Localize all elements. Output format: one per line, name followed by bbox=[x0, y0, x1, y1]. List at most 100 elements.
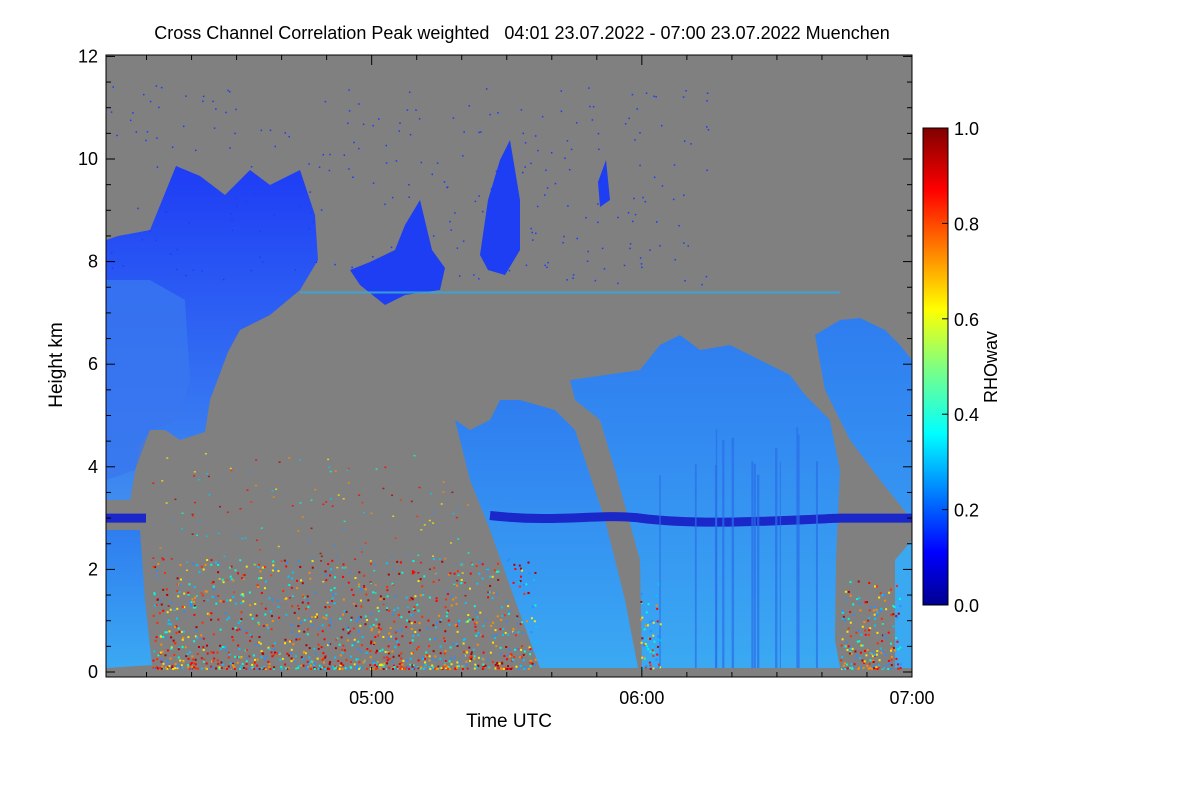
speckle-pixel bbox=[435, 621, 438, 624]
speckle-pixel bbox=[645, 665, 648, 668]
speckle-pixel bbox=[169, 608, 172, 611]
speckle-pixel bbox=[164, 571, 167, 574]
speckle-pixel bbox=[883, 593, 886, 596]
speckle-pixel bbox=[359, 624, 362, 627]
noise-pixel bbox=[409, 258, 411, 260]
speckle-pixel bbox=[219, 505, 222, 508]
speckle-pixel bbox=[649, 667, 652, 670]
speckle-pixel bbox=[230, 578, 233, 580]
speckle-pixel bbox=[358, 661, 361, 664]
noise-pixel bbox=[603, 169, 606, 172]
speckle-pixel bbox=[201, 594, 204, 597]
speckle-pixel bbox=[310, 660, 313, 663]
speckle-pixel bbox=[484, 664, 487, 667]
speckle-pixel bbox=[270, 615, 273, 618]
noise-pixel bbox=[485, 88, 488, 90]
speckle-pixel bbox=[420, 561, 423, 564]
speckle-pixel bbox=[896, 640, 899, 643]
speckle-pixel bbox=[370, 582, 373, 585]
speckle-pixel bbox=[160, 643, 163, 646]
speckle-pixel bbox=[870, 667, 873, 670]
noise-pixel bbox=[112, 86, 114, 88]
speckle-pixel bbox=[324, 655, 327, 658]
speckle-pixel bbox=[393, 620, 396, 623]
speckle-pixel bbox=[464, 594, 467, 597]
speckle-pixel bbox=[311, 661, 314, 664]
speckle-pixel bbox=[858, 640, 861, 643]
speckle-pixel bbox=[152, 565, 155, 568]
speckle-pixel bbox=[895, 637, 898, 640]
noise-pixel bbox=[536, 205, 539, 208]
speckle-pixel bbox=[641, 637, 644, 640]
speckle-pixel bbox=[311, 566, 314, 569]
speckle-pixel bbox=[195, 629, 198, 632]
speckle-pixel bbox=[256, 667, 259, 670]
speckle-pixel bbox=[851, 667, 854, 670]
speckle-pixel bbox=[457, 538, 460, 540]
speckle-pixel bbox=[881, 594, 884, 597]
speckle-pixel bbox=[439, 657, 442, 660]
speckle-pixel bbox=[382, 603, 385, 606]
speckle-pixel bbox=[308, 571, 311, 574]
speckle-pixel bbox=[375, 649, 378, 652]
speckle-pixel bbox=[417, 667, 420, 670]
speckle-pixel bbox=[232, 662, 235, 665]
noise-pixel bbox=[490, 188, 493, 190]
speckle-pixel bbox=[374, 584, 377, 586]
speckle-pixel bbox=[285, 597, 288, 600]
noise-pixel bbox=[408, 91, 411, 94]
speckle-pixel bbox=[181, 645, 184, 648]
speckle-pixel bbox=[437, 665, 440, 668]
speckle-pixel bbox=[258, 641, 261, 644]
speckle-pixel bbox=[298, 665, 301, 668]
x-tick-label-2: 07:00 bbox=[889, 688, 934, 708]
speckle-pixel bbox=[258, 577, 261, 580]
speckle-pixel bbox=[416, 515, 419, 518]
speckle-pixel bbox=[841, 656, 844, 659]
speckle-pixel bbox=[170, 636, 173, 639]
noise-pixel bbox=[169, 253, 172, 255]
speckle-pixel bbox=[248, 655, 251, 658]
speckle-pixel bbox=[218, 667, 221, 670]
speckle-pixel bbox=[398, 572, 401, 575]
speckle-pixel bbox=[379, 650, 382, 653]
speckle-pixel bbox=[642, 644, 645, 647]
speckle-pixel bbox=[876, 642, 879, 645]
speckle-pixel bbox=[157, 654, 160, 657]
speckle-pixel bbox=[369, 649, 372, 652]
noise-pixel bbox=[352, 176, 354, 178]
speckle-pixel bbox=[298, 638, 301, 641]
speckle-pixel bbox=[319, 666, 322, 669]
speckle-pixel bbox=[431, 664, 434, 667]
speckle-pixel bbox=[400, 616, 403, 619]
speckle-pixel bbox=[860, 633, 863, 636]
speckle-pixel bbox=[442, 666, 445, 669]
speckle-pixel bbox=[152, 659, 155, 662]
speckle-pixel bbox=[439, 645, 442, 648]
noise-pixel bbox=[661, 185, 664, 187]
speckle-pixel bbox=[154, 639, 157, 642]
speckle-pixel bbox=[190, 667, 193, 670]
speckle-pixel bbox=[501, 662, 504, 665]
noise-pixel bbox=[480, 131, 482, 133]
speckle-pixel bbox=[848, 652, 851, 655]
speckle-pixel bbox=[305, 607, 308, 610]
speckle-pixel bbox=[470, 653, 473, 656]
speckle-pixel bbox=[173, 653, 176, 656]
speckle-pixel bbox=[869, 666, 872, 669]
speckle-pixel bbox=[890, 667, 893, 670]
speckle-pixel bbox=[519, 580, 522, 583]
speckle-pixel bbox=[249, 634, 252, 637]
speckle-pixel bbox=[320, 646, 323, 649]
speckle-pixel bbox=[240, 602, 243, 605]
speckle-pixel bbox=[194, 658, 197, 661]
speckle-pixel bbox=[456, 644, 459, 647]
speckle-pixel bbox=[892, 625, 895, 628]
speckle-pixel bbox=[176, 589, 179, 592]
speckle-pixel bbox=[364, 623, 367, 626]
speckle-pixel bbox=[220, 666, 223, 669]
speckle-pixel bbox=[869, 659, 872, 662]
colorbar-tick-label-1: 0.2 bbox=[954, 501, 979, 521]
speckle-pixel bbox=[358, 494, 361, 496]
speckle-pixel bbox=[364, 588, 367, 591]
